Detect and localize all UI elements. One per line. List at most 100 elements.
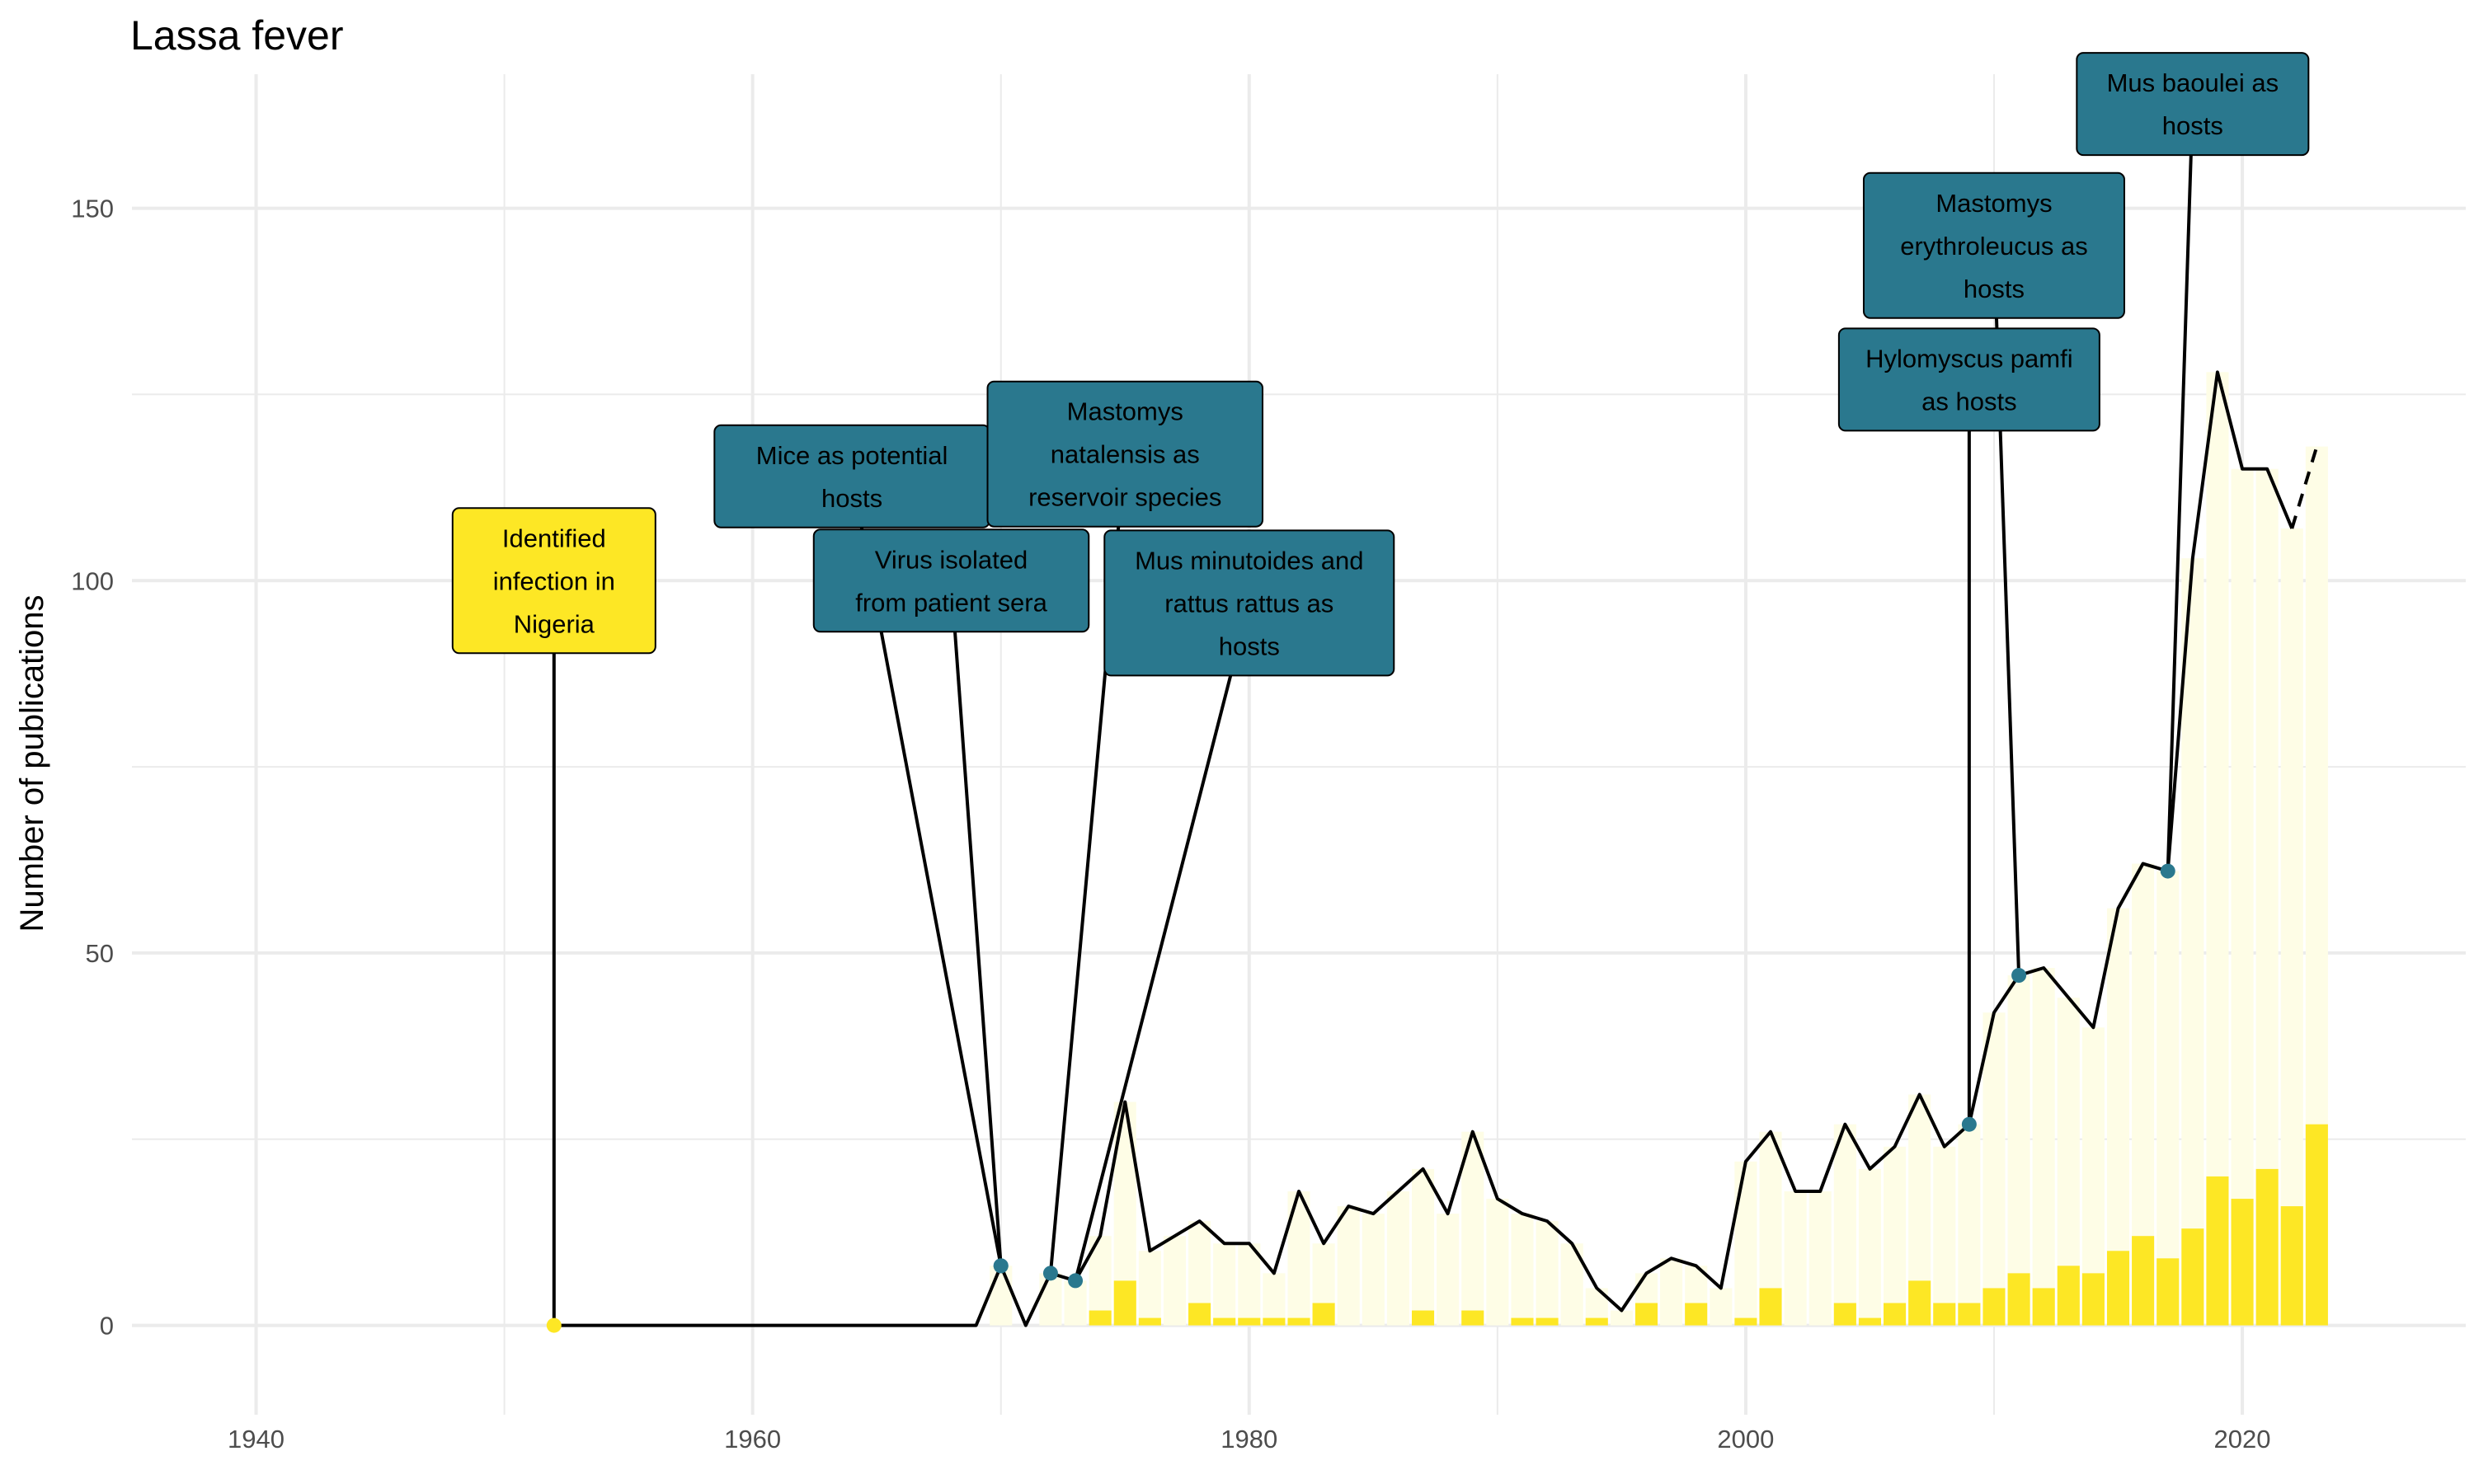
publication-bar [2305, 1124, 2328, 1326]
annotation-label: Mice as potential hosts [713, 424, 990, 528]
total-bar [1411, 1168, 1435, 1326]
publication-bar [2132, 1236, 2155, 1326]
annotation-text: hosts [821, 484, 882, 513]
projected-line [2290, 446, 2319, 529]
publication-bar [1858, 1317, 1881, 1326]
total-bar [2032, 968, 2055, 1326]
total-bar [1933, 1146, 1956, 1326]
publication-bar [2081, 1273, 2105, 1326]
publication-bar [1461, 1310, 1484, 1326]
total-bar [1610, 1310, 1633, 1326]
annotation-leader [1074, 602, 1251, 1281]
annotation-text: Identified [502, 524, 606, 552]
chart-title: Lassa fever [130, 12, 343, 59]
total-bar [1461, 1131, 1484, 1326]
annotation-text: Hylomyscus pamfi [1865, 344, 2073, 373]
total-bar [2206, 372, 2229, 1326]
publication-bar [1884, 1303, 1907, 1326]
publication-bar [2280, 1206, 2303, 1326]
x-tick-label: 1960 [724, 1425, 781, 1453]
annotation-point [2160, 863, 2175, 879]
annotation-point [1068, 1273, 1084, 1289]
total-bar [1660, 1258, 1683, 1326]
annotation-text: erythroleucus as [1900, 232, 2087, 261]
annotation-text: reservoir species [1028, 483, 1221, 512]
publication-bar [1411, 1310, 1435, 1326]
publication-bar [1089, 1310, 1112, 1326]
annotation-text: hosts [1219, 632, 1280, 660]
publication-bar [1263, 1317, 1286, 1326]
total-bar [2157, 871, 2180, 1326]
annotation-leader [949, 580, 1003, 1266]
total-bar [1238, 1243, 1261, 1326]
x-tick-label: 1940 [228, 1425, 285, 1453]
total-bar [1386, 1191, 1409, 1326]
annotation-box [986, 380, 1264, 528]
total-bar [1734, 1161, 1757, 1326]
annotation-point [546, 1317, 562, 1333]
total-bar [1486, 1199, 1509, 1326]
total-bar [1437, 1214, 1460, 1326]
total-bar [2181, 558, 2204, 1326]
total-bar [1511, 1214, 1534, 1326]
x-tick-label: 2000 [1717, 1425, 1774, 1453]
publication-bar [1933, 1303, 1956, 1326]
x-tick-label: 2020 [2214, 1425, 2271, 1453]
publication-bar [1138, 1317, 1161, 1326]
annotation-text: Nigeria [514, 609, 595, 638]
tick-labels: 1940 1960 1980 2000 2020 0 50 100 150 [71, 195, 2270, 1453]
total-bar [1833, 1124, 1856, 1326]
annotations: Identified infection in Nigeria Mice as pot… [451, 52, 2310, 1333]
annotation-text: Mus baoulei as [2107, 68, 2279, 97]
annotation-box [1103, 529, 1395, 677]
publication-bar [1958, 1303, 1981, 1326]
x-tick-label: 1980 [1221, 1425, 1277, 1453]
total-bar [2280, 528, 2303, 1326]
annotation-box [1837, 327, 2100, 432]
annotation-point [1042, 1266, 1058, 1281]
annotation-box [451, 507, 656, 655]
annotation-text: as hosts [1921, 387, 2016, 416]
publication-bar [2057, 1266, 2080, 1326]
annotation-text: natalensis as [1051, 440, 1200, 469]
annotation-box [2076, 52, 2310, 157]
total-bar [1064, 1280, 1087, 1326]
total-bar [1039, 1273, 1062, 1326]
total-bar [1362, 1214, 1385, 1326]
publication-bars [1089, 1124, 2328, 1326]
publication-bar [1734, 1317, 1757, 1326]
annotation-label: Mastomys natalensis as reservoir species [986, 380, 1264, 528]
annotation-point [993, 1258, 1009, 1274]
annotation-text: infection in [493, 566, 615, 595]
publication-bar [1238, 1317, 1261, 1326]
publication-bar [1759, 1288, 1782, 1326]
total-bar [1536, 1221, 1559, 1326]
publication-bar [1685, 1303, 1708, 1326]
annotation-label: Virus isolated from patient sera [812, 528, 1090, 633]
annotation-point [2011, 968, 2027, 984]
annotation-text: hosts [2162, 111, 2223, 140]
annotation-label: Identified infection in Nigeria [451, 507, 656, 655]
annotation-box [1862, 171, 2125, 319]
annotation-label: Mus minutoides and rattus rattus as hosts [1103, 529, 1395, 677]
annotation-text: Virus isolated [875, 545, 1028, 574]
publication-bar [1634, 1303, 1658, 1326]
publication-bar [2007, 1273, 2030, 1326]
total-bar [1982, 1012, 2006, 1326]
publication-bar [1287, 1317, 1310, 1326]
publication-line [553, 370, 2319, 1327]
annotation-box [812, 528, 1090, 633]
total-bar [990, 1266, 1013, 1326]
y-axis-label: Number of publications [14, 594, 50, 932]
annotation-text: rattus rattus as [1164, 589, 1333, 618]
publication-bar [2206, 1176, 2229, 1326]
total-bar [2231, 468, 2254, 1326]
total-bar [1808, 1191, 1832, 1326]
annotation-text: Mastomys [1067, 397, 1183, 426]
annotation-leader [2166, 104, 2194, 871]
annotation-label: Mastomys erythroleucus as hosts [1862, 171, 2125, 319]
annotation-label: Hylomyscus pamfi as hosts [1837, 327, 2100, 432]
publication-bar [2106, 1251, 2130, 1326]
total-bar [1263, 1273, 1286, 1326]
